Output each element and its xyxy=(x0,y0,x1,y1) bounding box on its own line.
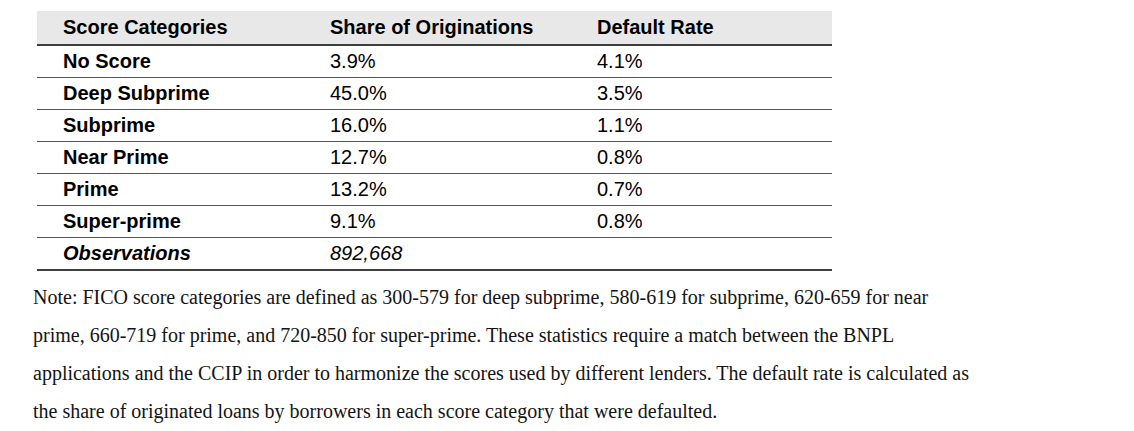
cell-share: 3.9% xyxy=(330,45,597,78)
cell-empty xyxy=(597,238,832,271)
cell-default-rate: 0.8% xyxy=(597,206,832,238)
cell-category: No Score xyxy=(37,45,330,78)
col-header-default-rate: Default Rate xyxy=(597,11,832,45)
table-row: No Score 3.9% 4.1% xyxy=(37,45,832,78)
cell-default-rate: 0.8% xyxy=(597,142,832,174)
note-line: applications and the CCIP in order to ha… xyxy=(33,354,1123,392)
cell-category: Near Prime xyxy=(37,142,330,174)
table-note: Note: FICO score categories are defined … xyxy=(33,278,1123,430)
table-row: Near Prime 12.7% 0.8% xyxy=(37,142,832,174)
cell-share: 12.7% xyxy=(330,142,597,174)
col-header-share-of-originations: Share of Originations xyxy=(330,11,597,45)
table-header-row: Score Categories Share of Originations D… xyxy=(37,11,832,45)
cell-default-rate: 1.1% xyxy=(597,110,832,142)
col-header-score-categories: Score Categories xyxy=(37,11,330,45)
table-observations-row: Observations 892,668 xyxy=(37,238,832,271)
cell-share: 45.0% xyxy=(330,78,597,110)
table-row: Prime 13.2% 0.7% xyxy=(37,174,832,206)
cell-share: 13.2% xyxy=(330,174,597,206)
table-row: Subprime 16.0% 1.1% xyxy=(37,110,832,142)
note-line: Note: FICO score categories are defined … xyxy=(33,278,1123,316)
cell-default-rate: 0.7% xyxy=(597,174,832,206)
note-line: prime, 660-719 for prime, and 720-850 fo… xyxy=(33,316,1123,354)
cell-default-rate: 3.5% xyxy=(597,78,832,110)
observations-label: Observations xyxy=(37,238,330,271)
cell-default-rate: 4.1% xyxy=(597,45,832,78)
cell-category: Super-prime xyxy=(37,206,330,238)
score-categories-table: Score Categories Share of Originations D… xyxy=(37,11,832,271)
cell-category: Prime xyxy=(37,174,330,206)
cell-category: Subprime xyxy=(37,110,330,142)
table-row: Super-prime 9.1% 0.8% xyxy=(37,206,832,238)
note-line: the share of originated loans by borrowe… xyxy=(33,392,1123,430)
cell-share: 9.1% xyxy=(330,206,597,238)
cell-share: 16.0% xyxy=(330,110,597,142)
cell-category: Deep Subprime xyxy=(37,78,330,110)
table-row: Deep Subprime 45.0% 3.5% xyxy=(37,78,832,110)
observations-value: 892,668 xyxy=(330,238,597,271)
